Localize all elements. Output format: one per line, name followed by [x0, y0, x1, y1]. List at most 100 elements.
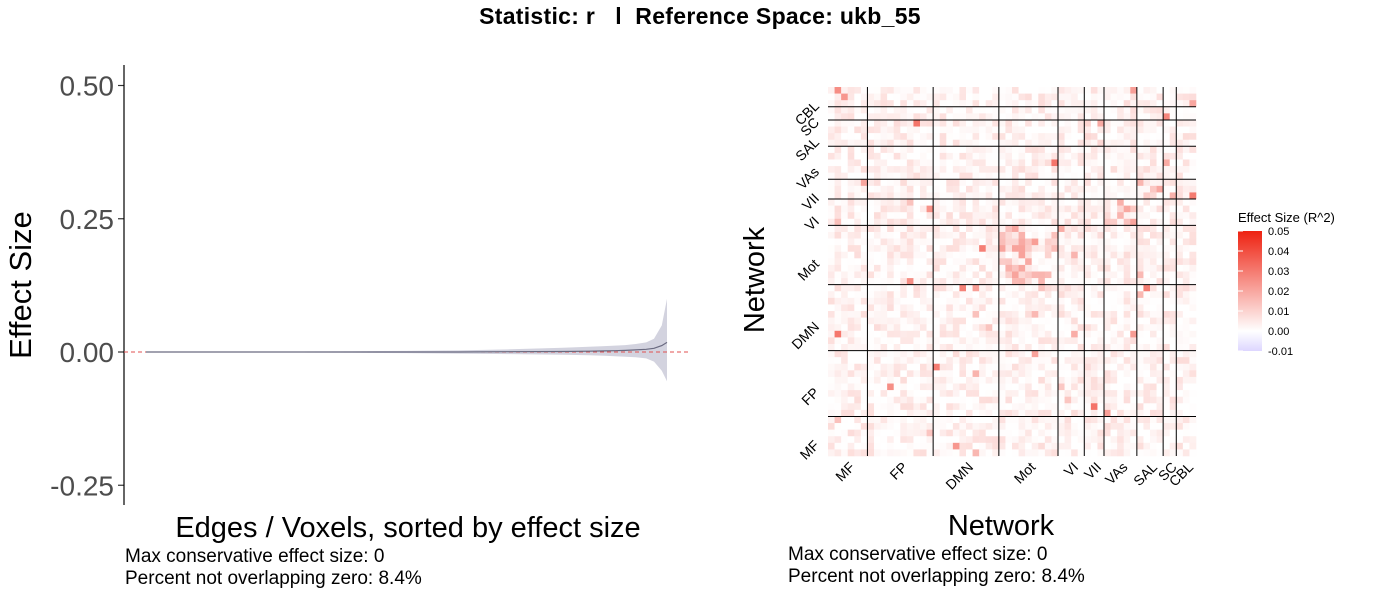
- heatmap-cell: [1005, 238, 1013, 246]
- heatmap-cell: [1182, 291, 1190, 299]
- heatmap-cell: [1176, 343, 1184, 351]
- heatmap-cell: [874, 370, 881, 378]
- heatmap-cell: [1077, 449, 1085, 457]
- heatmap-cell: [1005, 284, 1013, 292]
- heatmap-cell: [887, 126, 895, 134]
- heatmap-cell: [900, 357, 908, 365]
- heatmap-cell: [1012, 423, 1019, 430]
- heatmap-cell: [1123, 172, 1131, 180]
- heatmap-cell: [1051, 297, 1059, 305]
- heatmap-cell: [959, 251, 967, 259]
- heatmap-cell: [1143, 436, 1151, 444]
- heatmap-cell: [1044, 363, 1052, 371]
- heatmap-cell: [841, 205, 849, 213]
- heatmap-cell: [834, 363, 842, 371]
- heatmap-cell: [1005, 423, 1013, 430]
- heatmap-cell: [1097, 146, 1105, 154]
- heatmap-cell: [854, 106, 862, 114]
- heatmap-cell: [959, 172, 967, 180]
- heatmap-cell: [946, 172, 954, 180]
- heatmap-cell: [860, 231, 868, 239]
- heatmap-cell: [1031, 251, 1039, 259]
- heatmap-cell: [1005, 449, 1013, 457]
- heatmap-cell: [1189, 245, 1197, 253]
- heatmap-cell: [1097, 284, 1105, 292]
- heatmap-cell: [933, 166, 941, 173]
- heatmap-cell: [1025, 423, 1033, 430]
- heatmap-cell: [1150, 278, 1157, 285]
- heatmap-cell: [847, 363, 855, 371]
- heatmap-cell: [979, 218, 987, 226]
- heatmap-cell: [893, 284, 901, 292]
- heatmap-cell: [1189, 343, 1197, 351]
- heatmap-cell: [1051, 146, 1059, 154]
- heatmap-cell: [1044, 205, 1052, 213]
- heatmap-cell: [1064, 212, 1072, 220]
- heatmap-cell: [1005, 225, 1013, 233]
- heatmap-cell: [966, 337, 973, 345]
- heatmap-cell: [854, 357, 862, 365]
- heatmap-cell: [1071, 166, 1079, 173]
- heatmap-cell: [1044, 93, 1052, 101]
- heatmap-cell: [1150, 205, 1157, 213]
- heatmap-cell: [959, 218, 967, 226]
- heatmap-cell: [1077, 311, 1085, 318]
- heatmap-cell: [979, 429, 987, 437]
- heatmap-cell: [966, 423, 973, 430]
- heatmap-cell: [1110, 113, 1118, 121]
- heatmap-cell: [939, 284, 947, 292]
- heatmap-cell: [1189, 337, 1197, 345]
- heatmap-cell: [887, 363, 895, 371]
- heatmap-cell: [1071, 317, 1079, 325]
- heatmap-cell: [880, 225, 888, 233]
- heatmap-cell: [1084, 152, 1092, 160]
- heatmap-cell: [1123, 350, 1131, 358]
- heatmap-cell: [920, 337, 927, 345]
- heatmap-cell: [920, 449, 927, 457]
- heatmap-cell: [1104, 205, 1111, 213]
- heatmap-cell: [1176, 133, 1184, 141]
- heatmap-cell: [1012, 87, 1019, 94]
- heatmap-cell: [834, 199, 842, 206]
- heatmap-cell: [893, 231, 901, 239]
- heatmap-cell: [1156, 324, 1164, 332]
- heatmap-cell: [1058, 449, 1065, 457]
- heatmap-cell: [1163, 106, 1171, 114]
- heatmap-cell: [1123, 370, 1131, 378]
- heatmap-cell: [959, 429, 967, 437]
- heatmap-cell: [959, 337, 967, 345]
- heatmap-cell: [828, 423, 835, 430]
- heatmap-cell: [1064, 139, 1072, 147]
- heatmap-cell: [1005, 218, 1013, 226]
- heatmap-cell: [1005, 251, 1013, 259]
- heatmap-cell: [913, 152, 921, 160]
- heatmap-cell: [847, 357, 855, 365]
- heatmap-cell: [1005, 126, 1013, 134]
- heatmap-x-tick-label: VAs: [1102, 459, 1131, 488]
- heatmap-cell: [998, 100, 1006, 108]
- heatmap-cell: [959, 291, 967, 299]
- heatmap-cell: [985, 212, 993, 220]
- heatmap-cell: [1182, 311, 1190, 318]
- heatmap-cell: [1182, 449, 1190, 457]
- heatmap-cell: [992, 106, 1000, 114]
- heatmap-cell: [1176, 205, 1184, 213]
- heatmap-cell: [1169, 139, 1177, 147]
- heatmap-cell: [966, 383, 973, 391]
- heatmap-cell: [893, 245, 901, 253]
- heatmap-cell: [1038, 225, 1046, 233]
- heatmap-cell: [874, 330, 881, 338]
- heatmap-cell: [1150, 245, 1157, 253]
- heatmap-cell: [946, 245, 954, 253]
- heatmap-cell: [887, 159, 895, 167]
- heatmap-cell: [1163, 311, 1171, 318]
- heatmap-cell: [926, 113, 934, 121]
- heatmap-cell: [1064, 185, 1072, 193]
- heatmap-cell: [887, 179, 895, 187]
- heatmap-cell: [1025, 350, 1033, 358]
- heatmap-cell: [926, 106, 934, 114]
- heatmap-cell: [966, 370, 973, 378]
- heatmap-cell: [1143, 126, 1151, 134]
- heatmap-cell: [828, 390, 835, 397]
- heatmap-cell: [1163, 245, 1171, 253]
